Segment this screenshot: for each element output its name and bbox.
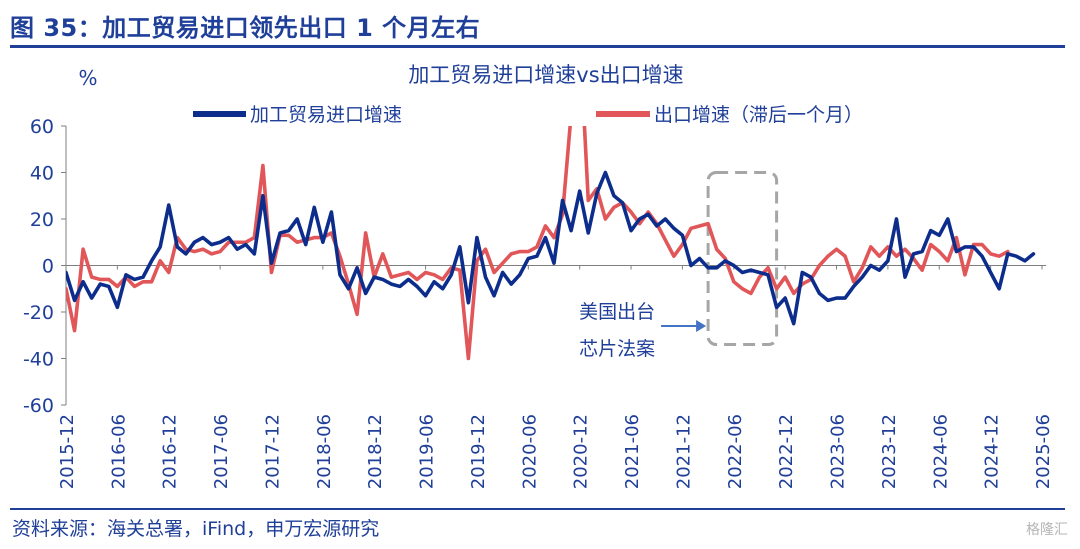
x-tick-label: 2019-06 bbox=[417, 414, 438, 489]
x-tick-label: 2015-12 bbox=[57, 414, 78, 489]
annotation-text-line1: 美国出台 bbox=[579, 301, 655, 323]
chart: 加工贸易进口增速vs出口增速 % 加工贸易进口增速 出口增速（滞后一个月） -6… bbox=[23, 63, 1054, 489]
legend-label-import: 加工贸易进口增速 bbox=[250, 104, 402, 126]
footer-divider bbox=[10, 508, 1065, 510]
x-tick-label: 2022-12 bbox=[776, 414, 797, 489]
x-tick-label: 2021-06 bbox=[622, 414, 643, 489]
series-line-export bbox=[66, 126, 1010, 361]
x-tick-label: 2024-12 bbox=[982, 414, 1003, 489]
y-tick-label: 60 bbox=[30, 116, 54, 138]
x-axis: 2015-12 2016-06 2016-12 2017-06 2017-12 2018-… bbox=[57, 265, 1054, 489]
annotation-arrowhead bbox=[696, 320, 707, 332]
figure-title: 图 35：加工贸易进口领先出口 1 个月左右 bbox=[10, 14, 481, 42]
x-tick-label: 2024-06 bbox=[930, 414, 951, 489]
x-tick-label: 2021-12 bbox=[673, 414, 694, 489]
annotation-text-line2: 芯片法案 bbox=[579, 338, 655, 360]
x-tick-label: 2020-12 bbox=[571, 414, 592, 489]
y-tick-label: 0 bbox=[42, 256, 54, 278]
x-tick-label: 2019-12 bbox=[468, 414, 489, 489]
series-layer bbox=[66, 126, 1036, 361]
x-tick-label: 2016-06 bbox=[108, 414, 129, 489]
x-tick-label: 2017-12 bbox=[262, 414, 283, 489]
y-tick-label: 20 bbox=[30, 209, 54, 231]
x-tick-label: 2017-06 bbox=[211, 414, 232, 489]
y-tick-label: 40 bbox=[30, 163, 54, 185]
x-tick-label: 2018-06 bbox=[314, 414, 335, 489]
y-tick-label: -40 bbox=[23, 349, 54, 371]
x-tick-label: 2018-12 bbox=[365, 414, 386, 489]
annotation-box bbox=[706, 171, 779, 347]
y-axis-unit-label: % bbox=[78, 66, 97, 90]
source-note: 资料来源：海关总署，iFind，申万宏源研究 bbox=[12, 518, 380, 540]
watermark-text: 格隆汇 bbox=[1026, 522, 1068, 538]
y-tick-label: -60 bbox=[23, 395, 54, 417]
x-tick-label: 2023-06 bbox=[828, 414, 849, 489]
x-tick-label: 2023-12 bbox=[879, 414, 900, 489]
chart-title: 加工贸易进口增速vs出口增速 bbox=[408, 63, 683, 87]
x-tick-label: 2025-06 bbox=[1033, 414, 1054, 489]
title-divider bbox=[10, 45, 1065, 48]
y-tick-label: -20 bbox=[23, 302, 54, 324]
legend-label-export: 出口增速（滞后一个月） bbox=[654, 104, 863, 126]
x-tick-label: 2022-06 bbox=[725, 414, 746, 489]
x-tick-label: 2016-12 bbox=[160, 414, 181, 489]
y-axis: -60 -40 -20 0 20 40 60 bbox=[23, 116, 66, 417]
legend: 加工贸易进口增速 出口增速（滞后一个月） bbox=[193, 104, 863, 126]
x-tick-label: 2020-06 bbox=[519, 414, 540, 489]
series-line-import bbox=[66, 170, 1036, 326]
